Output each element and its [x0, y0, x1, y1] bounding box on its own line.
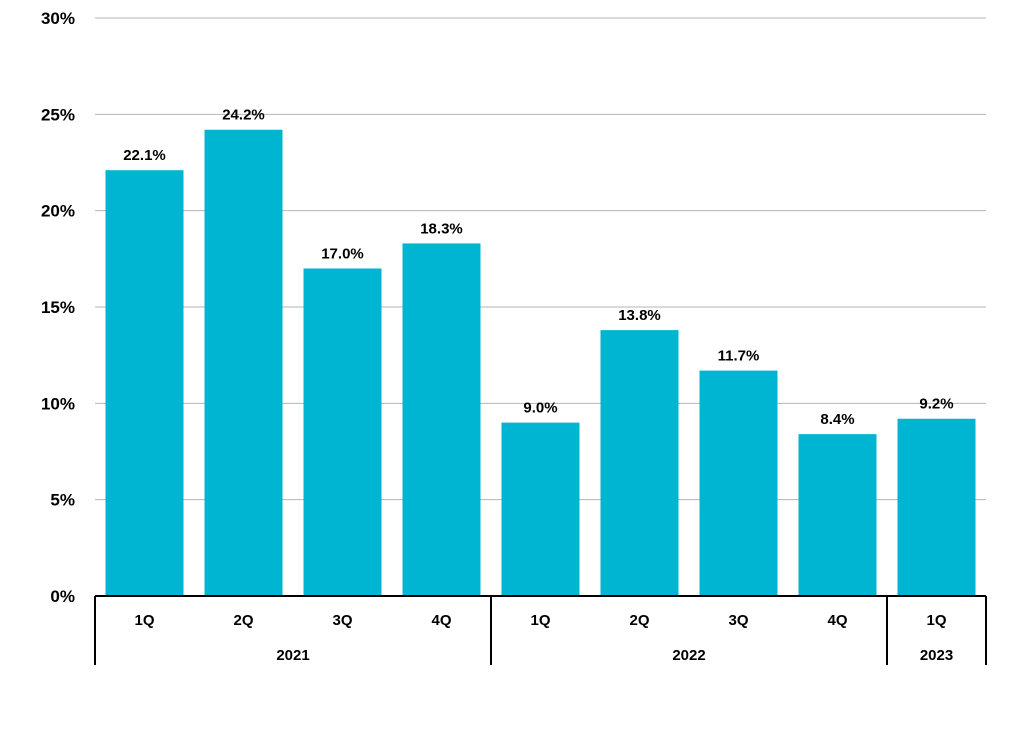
data-label: 8.4% — [820, 411, 854, 428]
group-label: 2021 — [276, 647, 309, 664]
y-tick-label: 0% — [50, 587, 75, 606]
bar — [699, 370, 778, 596]
x-tick-label: 2Q — [233, 612, 253, 629]
x-axis: 1Q 2Q 3Q 4Q 1Q 2Q 3Q 4Q 1Q 2021 2022 2023 — [94, 595, 987, 665]
y-tick-label: 25% — [41, 105, 75, 124]
data-label: 13.8% — [618, 307, 661, 324]
x-tick-label: 4Q — [431, 612, 451, 629]
y-tick-label: 20% — [41, 202, 75, 221]
x-tick-label: 2Q — [629, 612, 649, 629]
data-label: 9.0% — [523, 400, 557, 417]
data-label: 17.0% — [321, 245, 364, 262]
x-tick-label: 1Q — [926, 612, 946, 629]
bar — [303, 268, 382, 596]
data-label: 11.7% — [718, 348, 760, 365]
bar — [105, 170, 184, 596]
x-tick-label: 3Q — [728, 612, 748, 629]
bar — [798, 434, 877, 596]
x-tick-label: 3Q — [332, 612, 352, 629]
y-tick-label: 30% — [41, 9, 75, 28]
x-tick-label: 1Q — [134, 612, 154, 629]
data-label: 24.2% — [222, 107, 265, 124]
bar — [402, 243, 481, 597]
group-label: 2022 — [672, 647, 705, 664]
y-tick-label: 10% — [41, 394, 75, 413]
bars — [105, 129, 976, 597]
data-label: 18.3% — [420, 220, 463, 237]
y-tick-label: 5% — [50, 491, 75, 510]
x-tick-label: 1Q — [530, 612, 550, 629]
data-label: 9.2% — [919, 396, 953, 413]
group-label: 2023 — [920, 647, 953, 664]
bar — [600, 330, 679, 596]
y-tick-label: 15% — [41, 298, 75, 317]
y-axis-ticks: 0% 5% 10% 15% 20% 25% 30% — [41, 9, 75, 606]
bar — [204, 129, 283, 596]
x-tick-label: 4Q — [827, 612, 847, 629]
data-label: 22.1% — [123, 147, 166, 164]
data-labels: 22.1% 24.2% 17.0% 18.3% 9.0% 13.8% 11.7% 8.4% 9.… — [123, 107, 953, 428]
bar — [897, 418, 976, 596]
bar — [501, 422, 580, 596]
